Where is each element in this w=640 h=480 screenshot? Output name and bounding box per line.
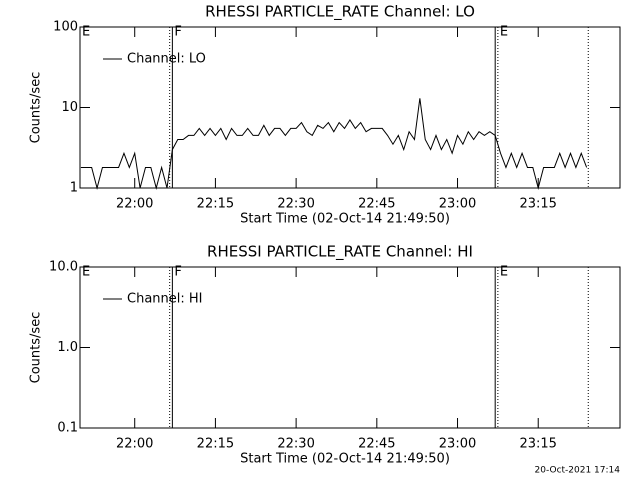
x-tick-label: 23:00 — [439, 437, 476, 452]
y-tick-label: 1.0 — [57, 340, 78, 355]
y-tick-label: 10 — [61, 100, 78, 115]
y-tick-label: 10.0 — [49, 260, 78, 275]
y-tick-label: 1 — [70, 181, 78, 196]
flag-label: E — [500, 265, 508, 280]
y-axis-label: Counts/sec — [29, 312, 44, 384]
y-axis-label: Counts/sec — [29, 72, 44, 144]
y-tick-label: 0.1 — [57, 421, 78, 436]
x-tick-label: 22:30 — [277, 197, 314, 212]
x-axis-label: Start Time (02-Oct-14 21:49:50) — [240, 452, 450, 467]
x-tick-label: 23:00 — [439, 197, 476, 212]
x-tick-label: 22:30 — [277, 437, 314, 452]
x-tick-label: 22:00 — [116, 197, 153, 212]
legend-label: Channel: HI — [127, 292, 203, 307]
x-tick-label: 22:15 — [197, 197, 234, 212]
flag-label: F — [174, 25, 181, 40]
chart-title: RHESSI PARTICLE_RATE Channel: LO — [205, 3, 475, 22]
x-tick-label: 23:15 — [519, 437, 556, 452]
x-tick-label: 22:00 — [116, 437, 153, 452]
y-tick-label: 100 — [53, 20, 78, 35]
x-tick-label: 22:45 — [358, 437, 395, 452]
x-tick-label: 22:45 — [358, 197, 395, 212]
flag-label: F — [174, 265, 181, 280]
chart-title: RHESSI PARTICLE_RATE Channel: HI — [207, 243, 473, 262]
flag-label: E — [82, 25, 90, 40]
x-tick-label: 22:15 — [197, 437, 234, 452]
legend-label: Channel: LO — [127, 52, 206, 67]
flag-label: E — [82, 265, 90, 280]
data-line — [80, 98, 588, 190]
x-axis-label: Start Time (02-Oct-14 21:49:50) — [240, 212, 450, 227]
x-tick-label: 23:15 — [519, 197, 556, 212]
footer-date: 20-Oct-2021 17:14 — [535, 466, 621, 476]
flag-label: E — [500, 25, 508, 40]
